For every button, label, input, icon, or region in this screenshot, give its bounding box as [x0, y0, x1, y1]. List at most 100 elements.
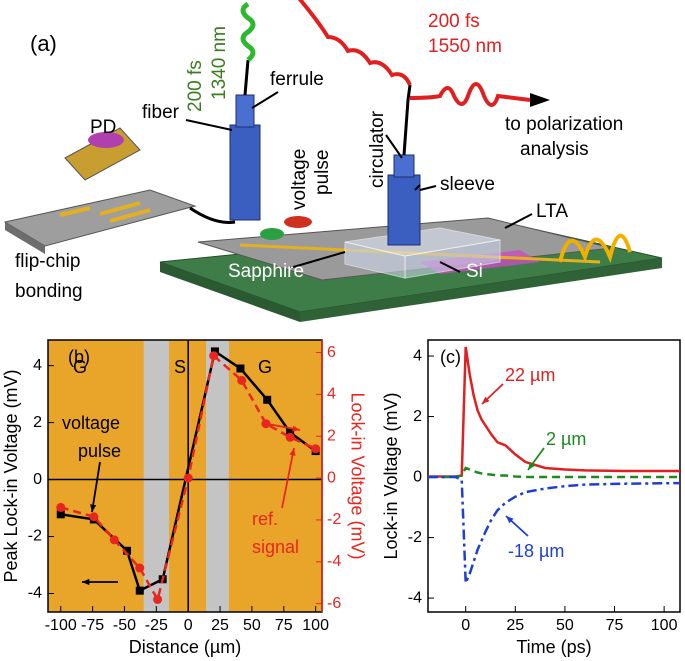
- series-label: 22 µm: [505, 365, 555, 385]
- y-axis-label: Lock-in Voltage (mV): [381, 392, 401, 559]
- y2-axis-label: Lock-in Voltage (mV): [347, 392, 367, 559]
- x-tick-label: -75: [81, 617, 104, 634]
- marker: [263, 395, 272, 404]
- y2-tick-label: 6: [327, 344, 336, 361]
- x-tick-label: 50: [243, 617, 261, 634]
- wire: [189, 206, 236, 224]
- y2-tick-label: 2: [327, 427, 336, 444]
- marker: [286, 428, 295, 437]
- ferrule-top: [235, 94, 255, 128]
- y-tick-label: -4: [408, 589, 422, 606]
- label: PD: [90, 117, 116, 138]
- region-label: S: [174, 357, 186, 377]
- marker: [237, 375, 247, 385]
- label: Sapphire: [228, 261, 304, 282]
- x-tick-label: 50: [556, 617, 574, 634]
- x-axis-label: Time (ps): [516, 637, 591, 657]
- arrow-head: [90, 504, 97, 512]
- y-tick-label: 4: [33, 357, 42, 374]
- sleeve: [387, 174, 421, 246]
- series-line: [428, 466, 680, 479]
- ferrule: [229, 124, 261, 221]
- panel-label: (b): [68, 347, 90, 367]
- schematic: (a) 200 fs 1340 nm fiber ferrule PD volt…: [3, 0, 663, 322]
- sapphire-block: [404, 239, 501, 279]
- marker: [285, 432, 295, 442]
- pads: [59, 201, 151, 223]
- label: PCB: [598, 301, 637, 322]
- y2-tick-label: -6: [327, 595, 341, 612]
- voltage-pulse: [260, 228, 284, 240]
- y2-tick-label: -4: [327, 553, 341, 570]
- leader: [185, 91, 533, 273]
- sleeve-top: [393, 154, 415, 178]
- series-label: -18 µm: [508, 541, 564, 561]
- x-axis-label: Distance (µm): [129, 637, 241, 657]
- marker: [261, 419, 271, 429]
- label: flip-chip: [15, 251, 80, 272]
- arrow: [281, 447, 295, 509]
- y-axis-label: Peak Lock-in Voltage (mV): [1, 369, 21, 582]
- arrow-head: [292, 425, 300, 432]
- pcb-side: [160, 262, 300, 322]
- label: to polarization: [505, 114, 623, 135]
- x-tick-label: 0: [184, 617, 193, 634]
- fiber-line: [402, 84, 412, 156]
- x-tick-label: -50: [113, 617, 136, 634]
- x-tick-label: 100: [302, 617, 329, 634]
- y-tick-label: 2: [33, 414, 42, 431]
- voltage-pulse: [284, 216, 312, 228]
- x-tick-label: 25: [211, 617, 229, 634]
- y-tick-label: 0: [413, 468, 422, 485]
- marker: [56, 502, 66, 512]
- pulse-width: 200 fs: [428, 11, 480, 32]
- red-pulse: [297, 0, 412, 86]
- red-pulse-out: [409, 82, 531, 107]
- y2-tick-label: 0: [327, 469, 336, 486]
- label: ferrule: [270, 69, 324, 90]
- arrow: [91, 461, 101, 513]
- label: Si: [466, 261, 483, 282]
- arrow-head: [482, 396, 490, 404]
- marker: [236, 364, 245, 373]
- annotation: pulse: [78, 441, 121, 461]
- marker: [123, 546, 132, 555]
- wavelength: 1340 nm: [209, 26, 230, 100]
- flip-chip-side: [5, 222, 45, 254]
- annotation: signal: [252, 537, 299, 557]
- y-tick-label: 0: [33, 471, 42, 488]
- x-tick-label: 25: [506, 617, 524, 634]
- green-pulse: [240, 1, 256, 62]
- y2-tick-label: -2: [327, 511, 341, 528]
- y-tick-label: -4: [28, 585, 42, 602]
- pcb-side: [300, 258, 662, 322]
- x-tick-label: 100: [651, 617, 678, 634]
- marker: [153, 594, 163, 604]
- gap: [206, 340, 229, 612]
- arrow-head: [528, 462, 535, 470]
- marker: [209, 351, 219, 361]
- y-tick-label: -2: [28, 528, 42, 545]
- label: LTA: [536, 201, 568, 222]
- annotation: ref.: [252, 509, 278, 529]
- label: circulator: [367, 110, 388, 188]
- series-label: 2 µm: [546, 429, 586, 449]
- marker: [89, 512, 99, 522]
- marker: [311, 444, 321, 454]
- photodiode-dome: [88, 132, 124, 148]
- y2-tick-label: 4: [327, 386, 336, 403]
- marker: [109, 535, 119, 545]
- arrow-head: [506, 516, 514, 524]
- y-tick-label: -2: [408, 529, 422, 546]
- label: pulse: [312, 150, 333, 195]
- arrow-head: [530, 93, 550, 107]
- x-tick-label: -100: [45, 617, 77, 634]
- marker: [183, 473, 193, 483]
- y-tick-label: 4: [413, 347, 422, 364]
- marker: [135, 586, 144, 595]
- x-tick-label: 0: [461, 617, 470, 634]
- region-label: G: [258, 357, 272, 377]
- wavelength: 1550 nm: [428, 36, 502, 57]
- panel-label: (c): [440, 347, 461, 367]
